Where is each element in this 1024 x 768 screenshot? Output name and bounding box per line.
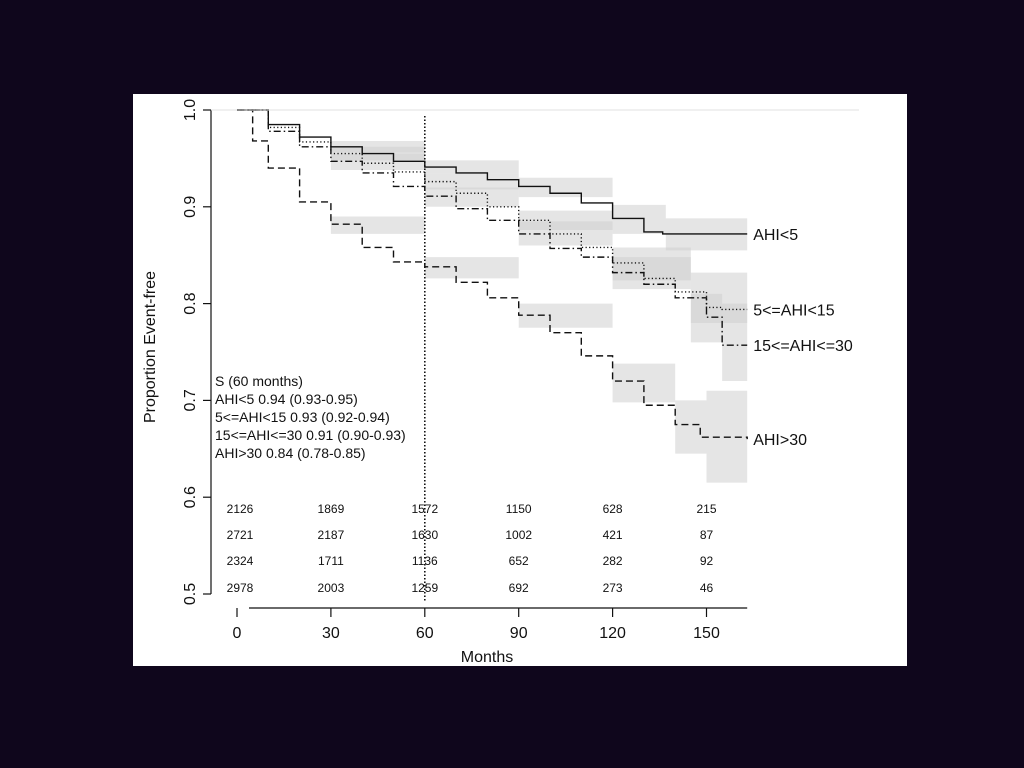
risk-table-cell: 1572 [411, 502, 438, 516]
survival-lines [237, 109, 748, 440]
annotation-title: S (60 months) [215, 373, 303, 389]
figure-panel: 0.5 0.6 0.7 0.8 0.9 1.0 0 30 60 90 120 150 AHI<5 5<=… [133, 94, 907, 666]
risk-table-cell: 273 [603, 581, 623, 595]
annotation-block: S (60 months) AHI<5 0.94 (0.93-0.95) 5<=… [215, 373, 406, 461]
risk-table-cell: 1002 [505, 528, 532, 542]
risk-table-cell: 1150 [506, 502, 532, 516]
risk-table-cell: 2978 [227, 581, 254, 595]
annotation-line: AHI>30 0.84 (0.78-0.85) [215, 445, 366, 461]
annotation-line: 5<=AHI<15 0.93 (0.92-0.94) [215, 409, 390, 425]
axes: 0.5 0.6 0.7 0.8 0.9 1.0 0 30 60 90 120 150 [182, 99, 859, 642]
risk-table-cell: 2126 [227, 502, 254, 516]
ahi-15-30-label: 15<=AHI<=30 [753, 338, 853, 355]
risk-table-cell: 1869 [318, 502, 345, 516]
series-labels: AHI<5 5<=AHI<15 15<=AHI<=30 AHI>30 [753, 227, 853, 449]
risk-table-cell: 282 [603, 554, 623, 568]
survival-chart: 0.5 0.6 0.7 0.8 0.9 1.0 0 30 60 90 120 150 AHI<5 5<=… [142, 99, 859, 666]
risk-table: 2126 1869 1572 1150 628 215 2721 2187 1630 1002 42… [227, 502, 717, 595]
risk-table-cell: 628 [603, 502, 623, 516]
risk-table-cell: 46 [700, 581, 714, 595]
risk-table-cell: 2324 [227, 554, 254, 568]
y-tick-label: 0.7 [182, 389, 199, 411]
risk-table-cell: 2003 [318, 581, 345, 595]
confidence-bands [237, 110, 748, 483]
confidence-band [237, 110, 748, 483]
annotation-line: AHI<5 0.94 (0.93-0.95) [215, 391, 358, 407]
x-tick-label: 0 [233, 625, 242, 642]
risk-table-cell: 2187 [318, 528, 345, 542]
risk-table-cell: 92 [700, 554, 714, 568]
x-axis-title: Months [461, 649, 513, 666]
x-tick-label: 90 [510, 625, 528, 642]
y-axis-title: Proportion Event-free [142, 271, 159, 423]
survival-line [237, 109, 748, 440]
x-tick-label: 30 [322, 625, 340, 642]
risk-table-cell: 1136 [412, 554, 438, 568]
risk-table-cell: 652 [509, 554, 529, 568]
y-tick-label: 1.0 [182, 99, 199, 121]
y-tick-label: 0.6 [182, 486, 199, 508]
risk-table-cell: 215 [696, 502, 716, 516]
x-tick-label: 120 [599, 625, 626, 642]
annotation-line: 15<=AHI<=30 0.91 (0.90-0.93) [215, 427, 406, 443]
risk-table-cell: 1630 [411, 528, 438, 542]
y-tick-label: 0.8 [182, 292, 199, 314]
ahi-gt30-label: AHI>30 [753, 432, 807, 449]
survival-line [237, 109, 748, 235]
risk-table-cell: 2721 [227, 528, 254, 542]
ahi-5-15-label: 5<=AHI<15 [753, 302, 835, 319]
confidence-band [237, 110, 748, 251]
risk-table-cell: 1711 [318, 554, 344, 568]
x-tick-label: 60 [416, 625, 434, 642]
risk-table-cell: 692 [509, 581, 529, 595]
risk-table-cell: 421 [603, 528, 623, 542]
x-tick-label: 150 [693, 625, 720, 642]
risk-table-cell: 1259 [411, 581, 438, 595]
survival-line [237, 109, 748, 346]
ahi-lt5-label: AHI<5 [753, 227, 798, 244]
y-tick-label: 0.9 [182, 196, 199, 218]
y-tick-label: 0.5 [182, 583, 199, 605]
risk-table-cell: 87 [700, 528, 714, 542]
